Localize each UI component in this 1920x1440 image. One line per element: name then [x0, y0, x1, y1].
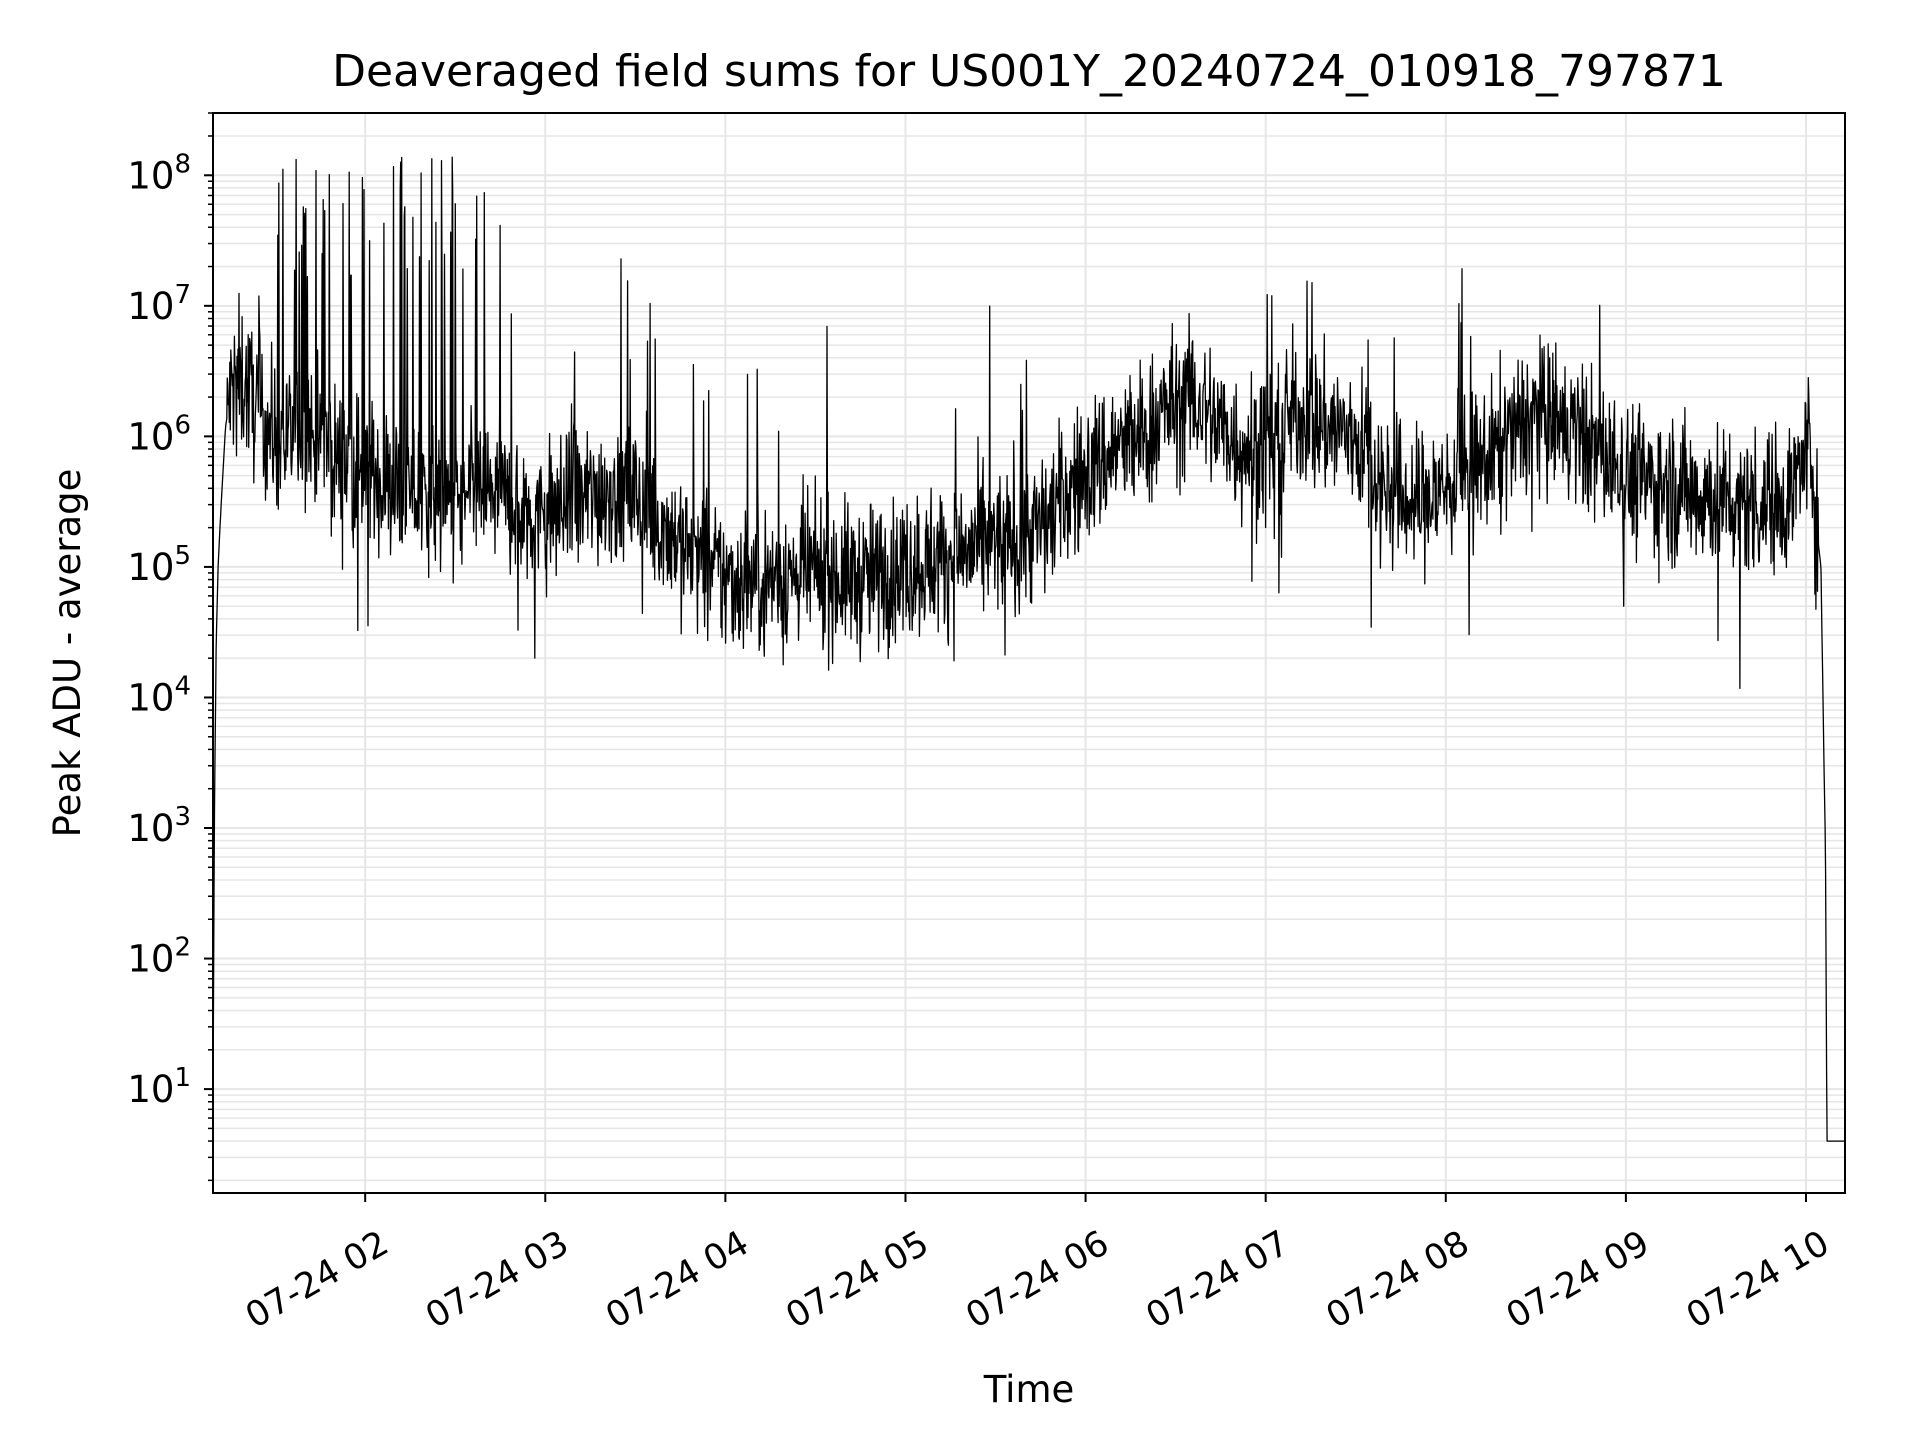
data-layer — [212, 156, 1846, 1142]
y-tick-label: 104 — [127, 671, 191, 719]
y-tick-label: 103 — [127, 802, 191, 850]
y-tick-label: 102 — [127, 933, 191, 981]
chart-title: Deaveraged field sums for US001Y_2024072… — [332, 46, 1726, 97]
y-tick-label: 101 — [127, 1063, 191, 1111]
plot-frame — [212, 112, 1846, 1194]
y-tick-label: 107 — [127, 280, 191, 328]
y-axis-label: Peak ADU - average — [46, 469, 89, 838]
y-tick-label: 105 — [127, 541, 191, 589]
x-axis-label: Time — [983, 1368, 1075, 1411]
y-tick-label: 108 — [127, 149, 191, 197]
y-tick-label: 106 — [127, 410, 191, 458]
data-series-line — [212, 156, 1846, 1142]
